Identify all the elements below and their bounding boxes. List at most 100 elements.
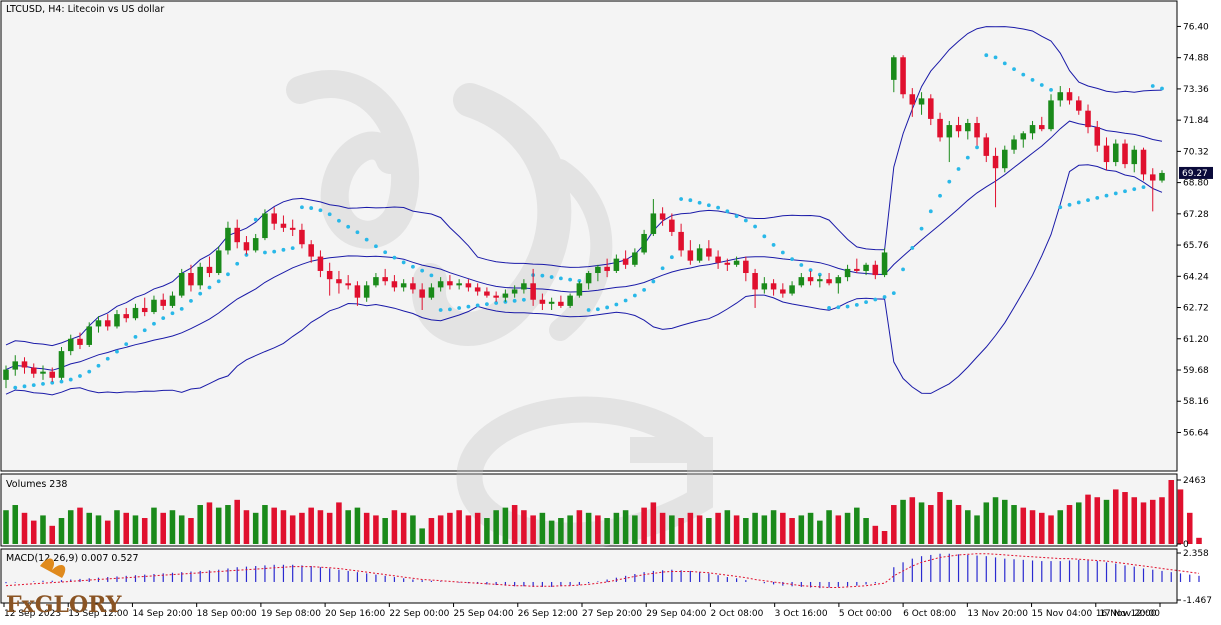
candle xyxy=(992,147,999,208)
volume-bar xyxy=(548,520,555,544)
candle-body xyxy=(1085,110,1091,128)
candle-body xyxy=(1140,149,1147,175)
candle-body xyxy=(780,289,786,294)
price-tick-label: 59.68 xyxy=(1183,366,1209,376)
candle-body xyxy=(798,277,805,286)
candle-body xyxy=(918,98,925,105)
candle-body xyxy=(188,273,194,286)
sar-dot xyxy=(669,255,674,260)
volume-bar xyxy=(632,515,638,544)
volume-bar xyxy=(474,512,481,544)
sar-dot xyxy=(22,384,27,389)
sar-dot xyxy=(1030,78,1035,82)
price-tick-label: 70.32 xyxy=(1183,147,1209,157)
candle-body xyxy=(132,307,139,319)
candle-body xyxy=(197,266,203,286)
candle xyxy=(918,92,925,115)
macd-pane[interactable] xyxy=(0,548,1178,604)
sar-dot xyxy=(161,316,166,321)
candle xyxy=(1122,139,1128,169)
candle-body xyxy=(706,248,712,257)
sar-dot xyxy=(558,276,563,281)
volume-bar xyxy=(1177,489,1184,544)
candle xyxy=(169,291,176,308)
candle xyxy=(484,287,490,298)
candle-body xyxy=(410,283,416,290)
candle-body xyxy=(493,295,499,298)
sar-dot xyxy=(309,206,314,210)
time-tick-label: 27 Sep 20:00 xyxy=(582,609,642,619)
volume-bar xyxy=(151,507,157,544)
sar-dot xyxy=(984,53,989,58)
candle xyxy=(641,229,647,255)
candle xyxy=(733,256,740,267)
volume-bar xyxy=(1057,510,1064,544)
volume-bar xyxy=(95,515,102,544)
candle xyxy=(104,314,111,331)
candle xyxy=(49,367,56,382)
candle-body xyxy=(992,155,999,169)
candle-body xyxy=(891,57,897,80)
sar-dot xyxy=(281,247,286,252)
volume-bar xyxy=(946,499,953,544)
volume-bar xyxy=(308,507,314,544)
volume-bar xyxy=(410,515,416,544)
price-pane[interactable] xyxy=(0,0,1178,472)
sar-dot xyxy=(901,267,905,272)
volume-bar xyxy=(881,531,888,544)
candle-body xyxy=(1002,149,1008,169)
volume-bar xyxy=(49,525,56,544)
candle xyxy=(141,297,148,317)
candle-body xyxy=(104,320,111,327)
sar-dot xyxy=(364,237,369,242)
volume-bar xyxy=(234,499,240,544)
candle xyxy=(965,118,971,140)
volume-axis: 0 2463 xyxy=(1177,476,1206,550)
candle-body xyxy=(585,273,592,284)
volume-bar xyxy=(132,515,139,544)
sar-dot xyxy=(928,209,933,214)
bollinger-lower xyxy=(5,164,1163,396)
volume-bar xyxy=(928,505,934,544)
sar-dot xyxy=(947,179,952,184)
candle-body xyxy=(243,242,250,251)
volume-bar xyxy=(225,505,231,544)
candle-body xyxy=(900,57,906,95)
sar-dot xyxy=(1049,88,1053,92)
candle-body xyxy=(511,289,518,294)
candle xyxy=(30,363,37,378)
candle-body xyxy=(567,295,573,306)
candle-body xyxy=(308,244,314,257)
candle-body xyxy=(733,260,740,265)
candle-body xyxy=(363,285,370,298)
candle xyxy=(789,281,795,296)
sar-dot xyxy=(632,293,637,298)
candle xyxy=(271,207,277,230)
candle xyxy=(437,277,444,292)
candle-body xyxy=(983,137,990,156)
candle-body xyxy=(669,219,675,232)
candle xyxy=(521,279,527,294)
candle xyxy=(363,281,370,302)
candle-body xyxy=(447,281,453,286)
candle-body xyxy=(955,125,962,132)
volume-bar xyxy=(761,515,768,544)
candle xyxy=(197,262,203,290)
price-axis: 76.40 74.88 73.36 71.84 70.32 68.80 67.28 65.76… xyxy=(1177,22,1209,438)
volume-bar xyxy=(382,518,388,544)
sar-dot xyxy=(96,363,101,368)
sar-dot xyxy=(845,304,850,309)
candle xyxy=(669,213,675,237)
volume-bar xyxy=(1039,512,1045,544)
time-tick-label: 2 Oct 08:00 xyxy=(710,609,763,619)
candle-body xyxy=(1048,100,1054,130)
candle xyxy=(511,285,518,298)
candle-body xyxy=(1103,145,1110,163)
brand-logo-text: FxGLORY xyxy=(6,592,122,618)
volume-bar xyxy=(974,515,980,544)
candle xyxy=(622,250,629,269)
price-tick-label: 68.80 xyxy=(1183,179,1209,189)
candle-body xyxy=(881,252,888,276)
sar-dot xyxy=(78,374,82,378)
volume-bar xyxy=(576,510,583,544)
